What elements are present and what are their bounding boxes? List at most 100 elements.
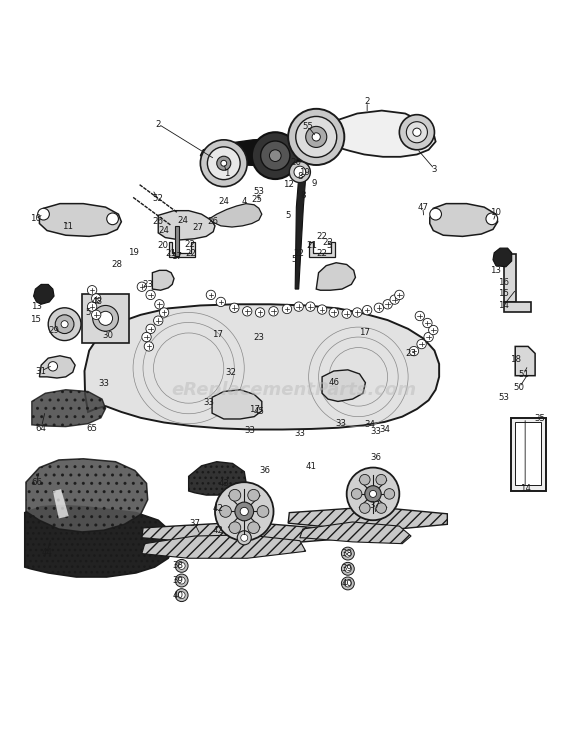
Text: 17: 17 [359, 329, 370, 338]
Text: 50: 50 [514, 383, 525, 392]
Circle shape [376, 503, 386, 513]
Text: 13: 13 [490, 266, 502, 275]
Text: 22: 22 [185, 249, 196, 258]
Polygon shape [322, 370, 365, 401]
Circle shape [429, 325, 438, 335]
Circle shape [217, 157, 231, 170]
Text: 47: 47 [417, 203, 428, 211]
Polygon shape [169, 242, 195, 257]
Text: 28: 28 [112, 260, 123, 269]
Text: 66: 66 [31, 478, 42, 487]
Circle shape [201, 139, 247, 187]
Text: 20: 20 [158, 241, 168, 250]
Text: 4: 4 [242, 197, 247, 206]
Polygon shape [82, 294, 129, 343]
Circle shape [144, 342, 153, 351]
Text: 48: 48 [92, 298, 103, 306]
Circle shape [229, 522, 240, 533]
Polygon shape [503, 302, 531, 312]
Polygon shape [515, 422, 541, 485]
Polygon shape [316, 263, 356, 290]
Circle shape [248, 522, 259, 533]
Polygon shape [300, 522, 411, 544]
Polygon shape [142, 522, 332, 547]
Polygon shape [34, 284, 54, 304]
Polygon shape [189, 462, 246, 495]
Circle shape [155, 300, 164, 309]
Circle shape [88, 302, 97, 312]
Polygon shape [309, 242, 335, 257]
Text: 5: 5 [326, 240, 332, 249]
Polygon shape [201, 139, 336, 166]
Text: 38: 38 [173, 562, 183, 571]
Text: 15: 15 [30, 315, 41, 324]
Text: 26: 26 [153, 217, 163, 226]
Circle shape [159, 308, 169, 317]
Text: 41: 41 [306, 462, 317, 471]
Text: 8: 8 [300, 191, 306, 200]
Text: 33: 33 [335, 419, 346, 428]
Circle shape [240, 534, 248, 542]
Circle shape [345, 550, 352, 557]
Circle shape [365, 486, 381, 502]
Circle shape [269, 150, 281, 162]
Circle shape [417, 339, 426, 349]
Circle shape [215, 482, 273, 541]
Polygon shape [142, 535, 306, 558]
Circle shape [342, 309, 352, 318]
Text: 42: 42 [212, 504, 223, 513]
Circle shape [99, 312, 112, 325]
Circle shape [61, 321, 68, 328]
Circle shape [359, 474, 370, 485]
Text: 36: 36 [259, 466, 270, 475]
Text: 35: 35 [534, 415, 545, 424]
Text: 19: 19 [299, 168, 310, 177]
Text: 17: 17 [212, 330, 223, 339]
Circle shape [395, 290, 404, 300]
Text: 14: 14 [520, 484, 530, 493]
Circle shape [359, 503, 370, 513]
Circle shape [296, 116, 337, 157]
Text: 22: 22 [316, 249, 328, 258]
Text: 22: 22 [316, 232, 328, 241]
Circle shape [312, 133, 320, 141]
Circle shape [413, 128, 421, 137]
Circle shape [178, 577, 185, 584]
Text: 22: 22 [184, 240, 195, 249]
Circle shape [306, 302, 315, 312]
Polygon shape [26, 459, 148, 532]
Text: 5: 5 [85, 308, 91, 317]
Circle shape [342, 547, 355, 560]
Circle shape [353, 308, 362, 317]
Circle shape [137, 282, 146, 292]
Circle shape [242, 306, 252, 316]
Text: 18: 18 [510, 355, 521, 364]
Text: 40: 40 [173, 591, 183, 600]
Circle shape [255, 308, 265, 317]
Text: 27: 27 [192, 223, 203, 232]
Circle shape [424, 332, 433, 342]
Text: 32: 32 [225, 368, 236, 377]
Text: 39: 39 [173, 576, 183, 585]
Text: 53: 53 [498, 393, 509, 402]
Circle shape [216, 298, 226, 306]
Text: 8: 8 [297, 172, 303, 181]
Text: 46: 46 [328, 378, 339, 387]
Text: 2: 2 [155, 119, 161, 128]
Circle shape [289, 162, 310, 183]
Text: 33: 33 [295, 429, 305, 438]
Text: 52: 52 [153, 194, 163, 203]
Circle shape [342, 577, 355, 590]
Text: 21: 21 [166, 249, 176, 258]
Circle shape [399, 115, 435, 150]
Polygon shape [158, 211, 215, 240]
Circle shape [294, 166, 306, 178]
Text: 36: 36 [370, 453, 382, 462]
Polygon shape [53, 489, 69, 519]
Circle shape [175, 574, 188, 587]
Text: 43: 43 [218, 479, 229, 487]
Circle shape [306, 126, 327, 148]
Polygon shape [39, 355, 75, 378]
Text: 9: 9 [312, 180, 317, 188]
Text: 65: 65 [86, 424, 98, 433]
